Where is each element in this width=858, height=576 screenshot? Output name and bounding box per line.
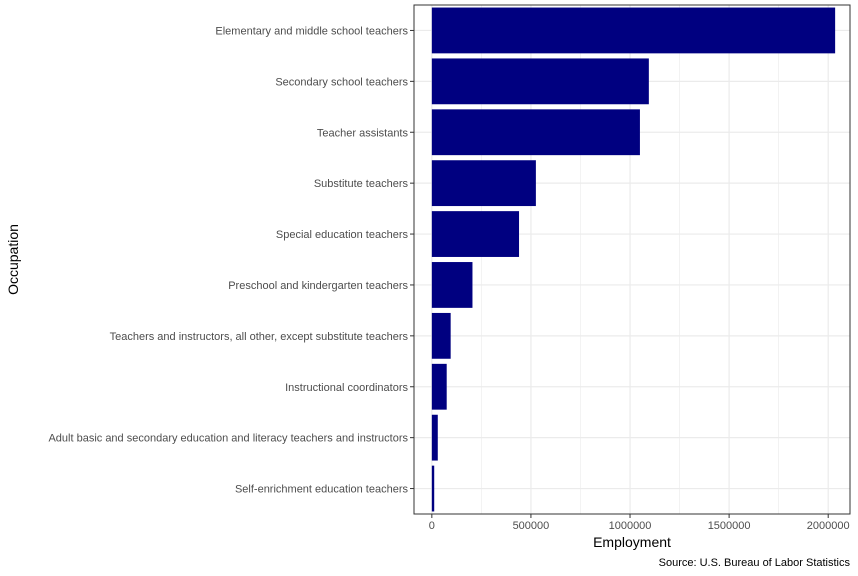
bar	[431, 262, 473, 308]
y-tick-label: Preschool and kindergarten teachers	[228, 280, 408, 292]
y-tick-label: Substitute teachers	[314, 178, 409, 190]
y-axis-ticks: Elementary and middle school teachers Sec…	[48, 25, 414, 496]
y-tick-label: Teacher assistants	[317, 127, 409, 139]
bar	[431, 109, 640, 156]
bar	[431, 312, 451, 359]
x-axis-title: Employment	[593, 534, 671, 550]
y-tick-label: Teachers and instructors, all other, exc…	[110, 331, 409, 343]
bar	[431, 7, 836, 54]
y-tick-label: Elementary and middle school teachers	[215, 25, 408, 37]
x-tick-label: 2000000	[807, 520, 850, 532]
bar	[431, 414, 438, 461]
x-tick-label: 1000000	[609, 520, 652, 532]
x-tick-label: 500000	[513, 520, 550, 532]
y-tick-label: Instructional coordinators	[285, 382, 408, 394]
x-axis-ticks: 0 500000 1000000 1500000 2000000	[429, 514, 850, 532]
bar	[431, 363, 447, 410]
bar	[431, 160, 536, 207]
y-tick-label: Self-enrichment education teachers	[235, 484, 409, 496]
bar	[431, 58, 649, 105]
bar	[431, 211, 520, 257]
y-axis-title: Occupation	[5, 224, 21, 295]
y-tick-label: Secondary school teachers	[275, 76, 408, 88]
panel-border	[413, 4, 851, 515]
bar	[431, 465, 435, 512]
bars	[431, 7, 836, 512]
x-tick-label: 0	[429, 520, 435, 532]
x-tick-label: 1500000	[708, 520, 751, 532]
y-tick-label: Adult basic and secondary education and …	[48, 433, 408, 445]
chart-caption: Source: U.S. Bureau of Labor Statistics	[659, 557, 851, 569]
y-tick-label: Special education teachers	[276, 229, 409, 241]
